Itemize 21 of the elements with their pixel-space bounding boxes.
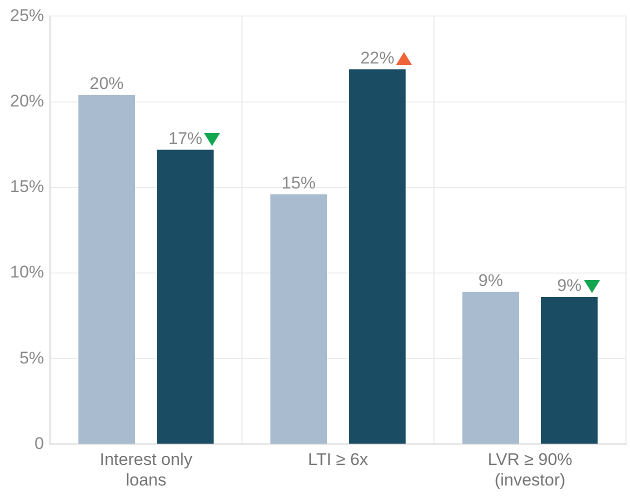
y-tick-label: 0 [34,434,44,453]
x-tick-label: Interest only loans [100,450,193,490]
bar [270,194,327,444]
bar [78,94,135,444]
data-label: 17% [168,128,202,148]
data-label: 9% [478,271,503,290]
y-tick-label: 10% [10,262,44,282]
x-tick-label: LTI ≥ 6x [308,450,369,470]
y-tick-label: 15% [10,177,44,196]
bar [157,150,214,444]
data-label: 20% [90,74,124,94]
bar [349,69,406,444]
y-tick-label: 25% [10,6,44,25]
bar [541,296,598,444]
data-label: 9% [557,276,582,296]
data-label: 15% [282,173,316,192]
data-label: 22% [360,48,394,68]
bar [462,292,519,444]
y-tick-label: 20% [10,91,44,110]
x-tick-label: LVR ≥ 90% (investor) [488,450,572,490]
y-tick-label: 5% [19,348,44,368]
